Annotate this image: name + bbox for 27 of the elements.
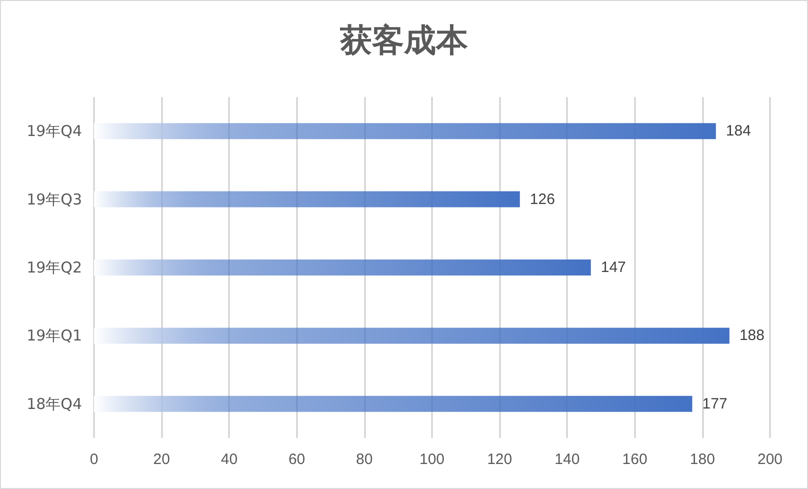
y-tick-label: 19年Q1 (26, 326, 82, 345)
bar (94, 191, 520, 208)
bar (94, 123, 716, 140)
x-tick-label: 200 (757, 451, 783, 468)
x-tick-label: 140 (554, 451, 580, 468)
data-label: 147 (600, 259, 626, 276)
y-tick-label: 18年Q4 (26, 394, 82, 413)
x-tick-label: 80 (356, 451, 373, 468)
x-tick-label: 160 (622, 451, 648, 468)
y-tick-label: 19年Q3 (26, 190, 82, 208)
y-tick-label: 19年Q4 (26, 122, 82, 140)
x-tick-label: 20 (153, 451, 170, 468)
data-label: 188 (739, 327, 764, 344)
chart-title: 获客成本 (339, 21, 469, 59)
data-label: 184 (726, 122, 751, 140)
x-tick-label: 120 (487, 451, 512, 468)
y-tick-label: 19年Q2 (26, 258, 82, 276)
x-tick-label: 100 (419, 451, 445, 468)
x-tick-label: 40 (220, 451, 238, 468)
data-label: 177 (702, 395, 728, 412)
x-tick-label: 60 (288, 451, 306, 468)
x-tick-label: 180 (690, 451, 715, 468)
data-label: 126 (530, 190, 555, 208)
bar (94, 396, 692, 412)
bar (94, 328, 730, 344)
x-tick-label: 0 (90, 451, 98, 468)
bar (94, 260, 591, 276)
